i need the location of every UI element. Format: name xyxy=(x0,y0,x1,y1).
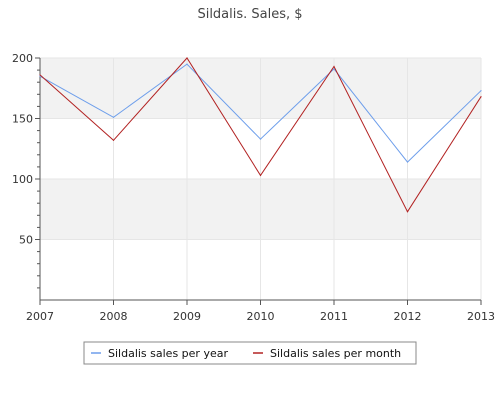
data-point xyxy=(39,75,41,77)
data-point xyxy=(333,65,335,68)
legend: Sildalis sales per year Sildalis sales p… xyxy=(83,341,417,365)
y-tick-label: 200 xyxy=(12,52,33,65)
data-point xyxy=(112,116,115,118)
x-axis-ticks: 2007 2008 2009 2010 2011 2012 2013 xyxy=(26,300,495,323)
x-tick-label: 2013 xyxy=(467,310,495,323)
data-point xyxy=(39,74,41,76)
y-axis-ticks: 50 100 150 200 xyxy=(12,52,40,289)
data-point xyxy=(480,96,482,98)
x-tick-label: 2011 xyxy=(320,310,348,323)
y-tick-label: 100 xyxy=(12,173,33,186)
chart-title: Sildalis. Sales, $ xyxy=(197,7,302,22)
x-tick-label: 2012 xyxy=(394,310,422,323)
x-tick-label: 2010 xyxy=(247,310,275,323)
data-point xyxy=(186,63,188,65)
series-lines xyxy=(39,57,482,213)
data-point xyxy=(406,161,409,163)
data-point xyxy=(186,57,188,59)
data-point xyxy=(406,211,409,213)
x-tick-label: 2009 xyxy=(173,310,201,323)
y-tick-label: 150 xyxy=(12,113,33,126)
data-point xyxy=(259,138,262,140)
legend-label-sales-per-year: Sildalis sales per year xyxy=(108,347,228,360)
gridlines xyxy=(40,57,482,300)
data-point xyxy=(333,68,335,70)
legend-box xyxy=(83,341,417,365)
y-tick-label: 50 xyxy=(19,234,33,247)
data-point xyxy=(259,174,262,176)
legend-label-sales-per-month: Sildalis sales per month xyxy=(270,347,401,360)
data-point xyxy=(112,139,115,141)
data-point xyxy=(480,90,482,92)
x-tick-label: 2007 xyxy=(26,310,54,323)
x-tick-label: 2008 xyxy=(100,310,128,323)
